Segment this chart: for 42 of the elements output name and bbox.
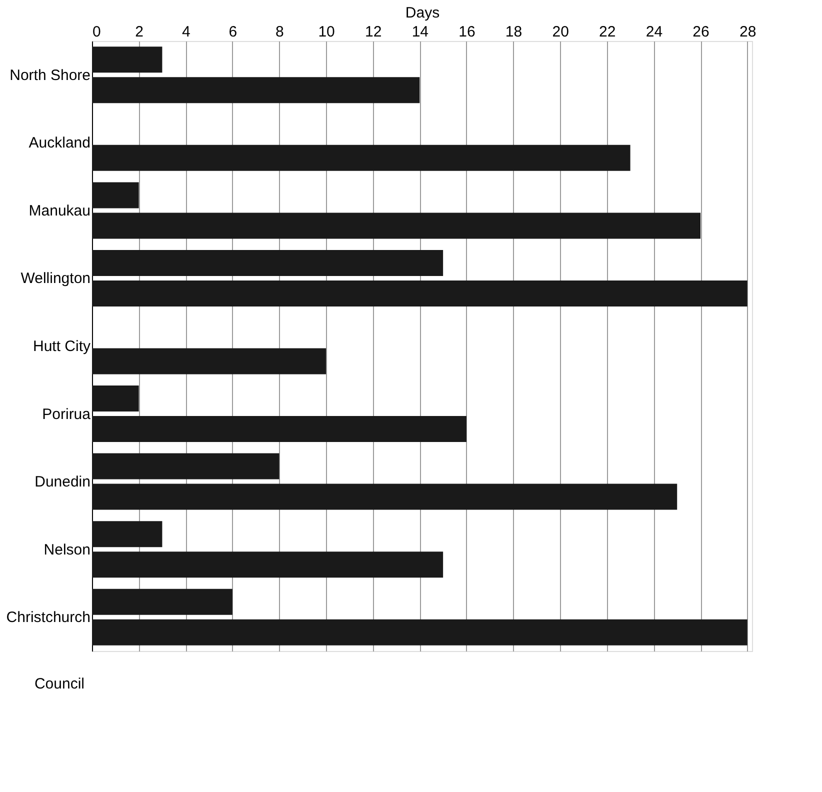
y-axis-title: Council <box>34 676 84 692</box>
bar <box>92 521 162 548</box>
bar <box>92 46 162 73</box>
x-tick-label: 14 <box>412 24 429 40</box>
x-tick-label: 24 <box>646 24 663 40</box>
bar <box>92 416 466 442</box>
bar <box>92 280 748 306</box>
bar <box>92 552 444 578</box>
x-tick-label: 0 <box>92 24 101 40</box>
y-tick-label: Manukau <box>28 202 90 220</box>
x-tick-label: 6 <box>228 24 238 40</box>
bar <box>92 484 678 510</box>
x-tick-label: 2 <box>135 24 144 40</box>
x-tick-label: 22 <box>599 24 616 40</box>
bar <box>92 182 139 208</box>
bar <box>92 386 139 412</box>
y-tick-label: Christchurch <box>6 609 90 626</box>
y-tick-label: Nelson <box>44 541 90 558</box>
y-tick-label: Porirua <box>42 406 92 423</box>
y-tick-label: Dunedin <box>34 474 90 491</box>
bar <box>92 619 748 646</box>
y-tick-label: Hutt City <box>32 338 91 355</box>
y-tick-label: North Shore <box>10 66 90 84</box>
bar <box>92 212 701 239</box>
x-axis-title: Days <box>405 4 440 22</box>
x-tick-label: 4 <box>182 24 190 40</box>
x-tick-label: 16 <box>458 24 476 40</box>
x-tick-label: 28 <box>739 24 756 40</box>
y-tick-label: Auckland <box>28 134 90 152</box>
x-tick-label: 8 <box>276 24 284 40</box>
bar <box>92 77 420 104</box>
x-tick-label: 18 <box>505 24 522 40</box>
x-tick-label: 26 <box>692 24 710 40</box>
x-tick-label: 10 <box>318 24 335 40</box>
x-tick-label: 20 <box>552 24 569 40</box>
bar <box>92 348 326 374</box>
bar <box>92 144 630 171</box>
y-tick-label: Wellington <box>20 270 90 288</box>
bar <box>92 250 444 276</box>
bar <box>92 453 280 480</box>
bar <box>92 588 232 615</box>
x-tick-label: 12 <box>365 24 382 40</box>
